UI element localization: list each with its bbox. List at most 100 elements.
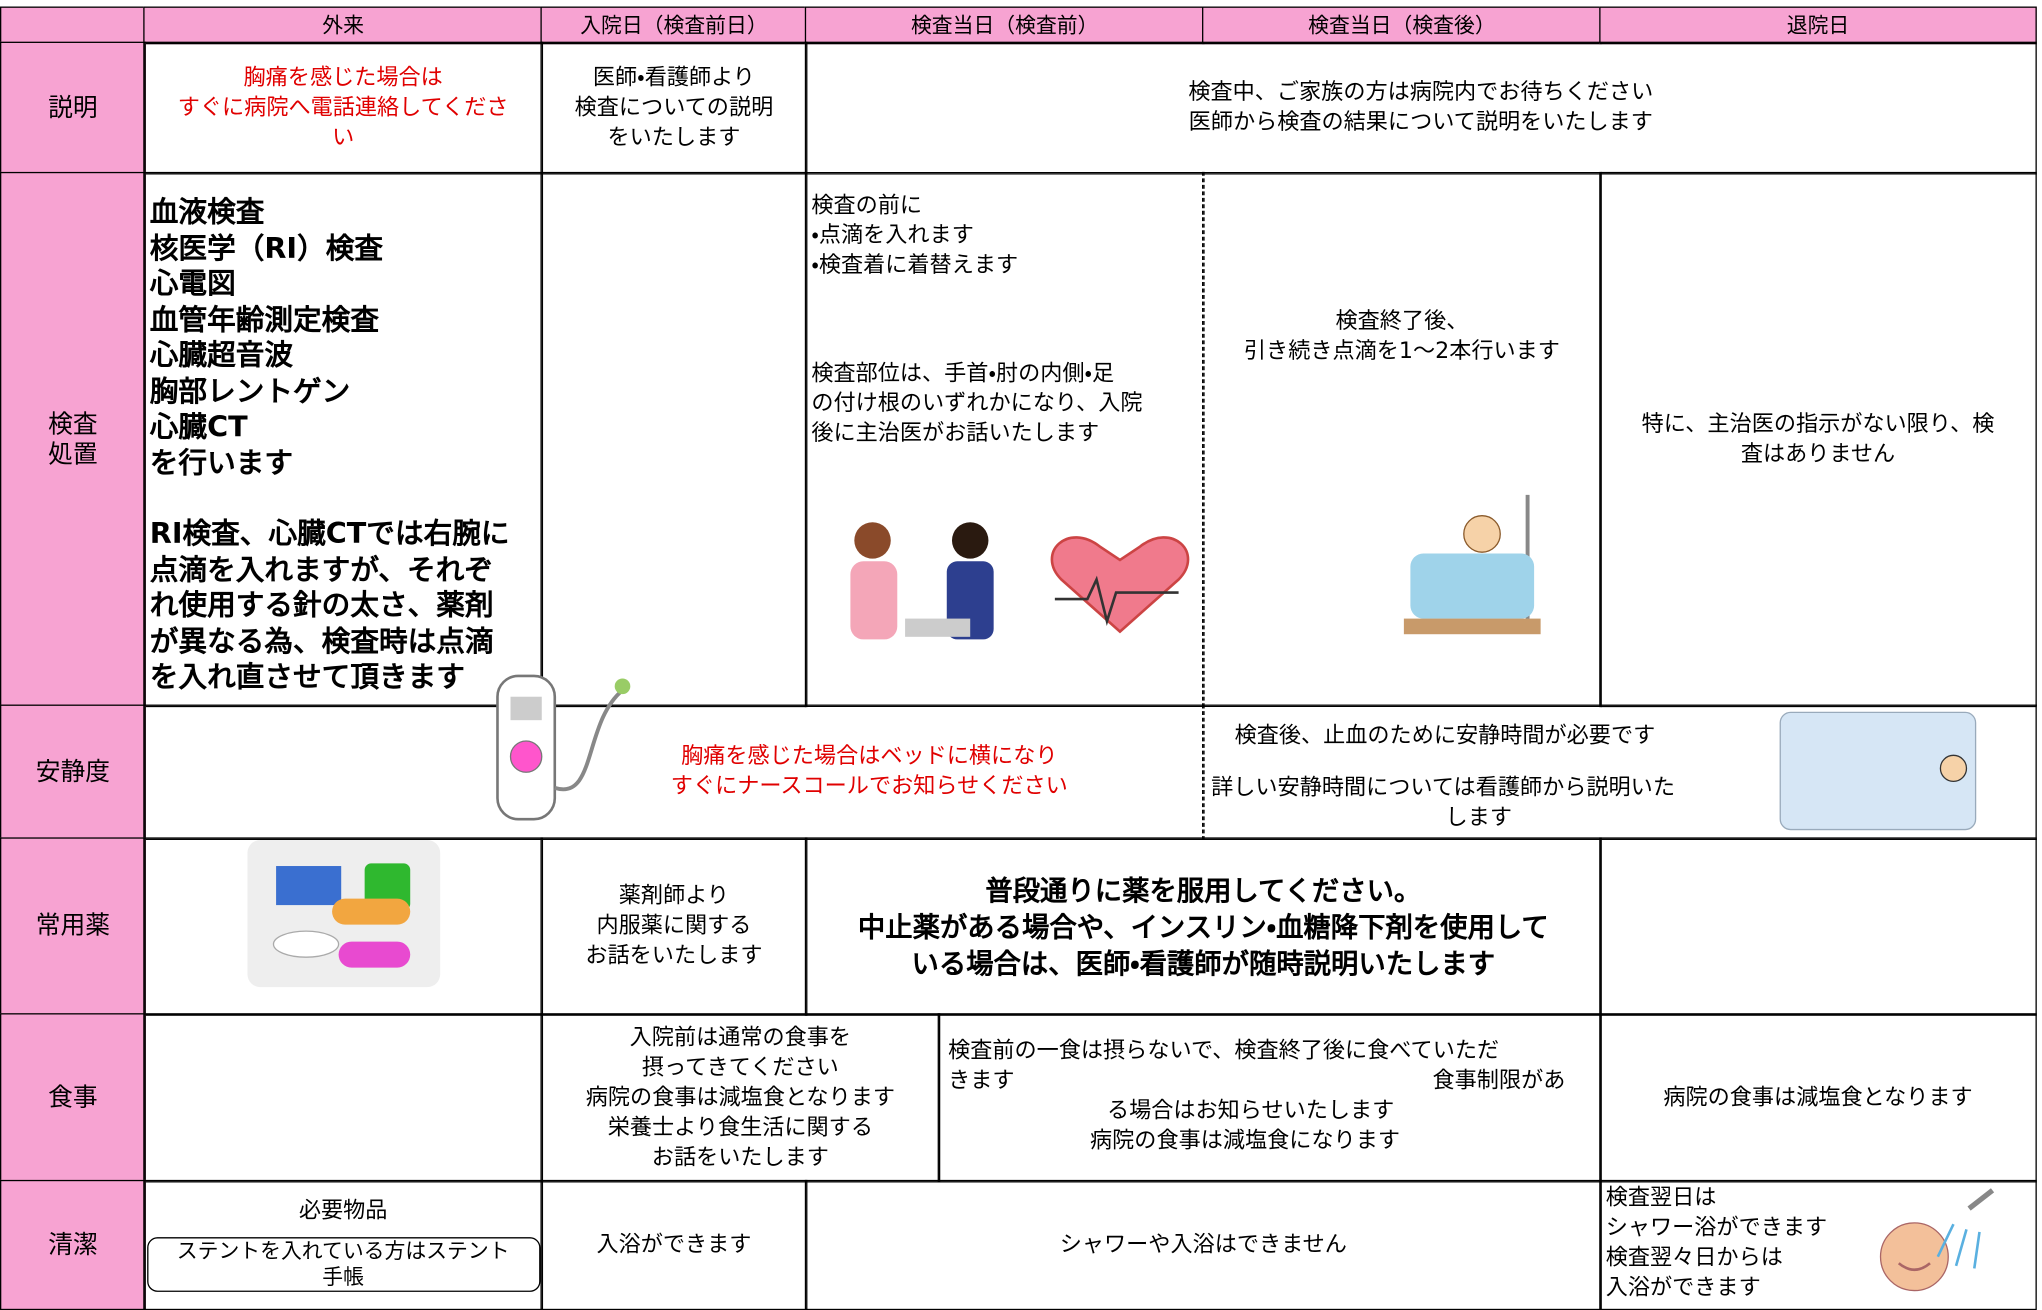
text-line: 必要物品: [298, 1198, 388, 1225]
column-header: 外来: [143, 6, 544, 45]
text-line: ステントを入れている方はステント: [176, 1238, 510, 1264]
text-line: いる場合は、医師・看護師が随時説明いたします: [911, 947, 1496, 979]
label-line: 安静度: [35, 757, 111, 786]
text-line: 入浴ができます: [1605, 1274, 1761, 1301]
text-line: 栄養士より食生活に関する: [607, 1114, 873, 1141]
cell: 必要物品 ステントを入れている方はステント 手帳: [143, 1179, 544, 1310]
row-label: 検査 処置: [0, 171, 146, 708]
text-line: 検査翌日は: [1605, 1185, 1717, 1212]
cell: [143, 1013, 544, 1183]
text-line: 後に主治医がお話いたします: [811, 420, 1100, 447]
cell: 血液検査 核医学（RI）検査 心電図 血管年齢測定検査 心臓超音波 胸部レントゲン 心臓CT…: [143, 171, 544, 708]
text-line: が異なる為、検査時は点滴: [149, 625, 494, 659]
text-line: 検査についての説明: [574, 94, 774, 121]
cell: [1202, 704, 2037, 840]
cell: [143, 837, 544, 1016]
text-line: 特に、主治医の指示がない限り、検: [1641, 410, 1995, 437]
text-line: 入院前は通常の食事を: [629, 1024, 852, 1051]
text-line: 手帳: [322, 1264, 364, 1290]
text-line: きます: [948, 1067, 1015, 1094]
row-label: 安静度: [0, 704, 146, 840]
text-line: 摂ってきてください: [641, 1054, 839, 1081]
column-header: 検査当日（検査前）: [804, 6, 1205, 45]
cell: 入院前は通常の食事を 摂ってきてください病院の食事は減塩食となります 栄養士より食生…: [540, 1013, 941, 1183]
text-line: れ使用する針の太さ、薬剤: [149, 589, 494, 623]
label-line: 説明: [48, 93, 98, 122]
text-line: 検査翌々日からは: [1605, 1244, 1783, 1272]
cell: [540, 171, 808, 708]
text-line: 検査の前に: [811, 192, 923, 219]
text-line: 心臓超音波: [149, 339, 294, 373]
label-line: 清潔: [48, 1230, 98, 1259]
cell: 病院の食事は減塩食となります: [1599, 1013, 2037, 1183]
text-line: 胸部レントゲン: [149, 375, 351, 409]
medicine-illustration: [247, 839, 441, 988]
cell: 入浴ができます: [540, 1179, 808, 1310]
cell: 検査終了後、引き続き点滴を1～2本行います: [1202, 171, 1602, 708]
text-line: る場合はお知らせいたします: [1106, 1097, 1395, 1124]
text-line: 内服薬に関する: [596, 912, 752, 939]
text-line: 査はありません: [1740, 440, 1896, 467]
text-line: 医師から検査の結果について説明をいたします: [1188, 109, 1653, 136]
shower-illustration: [1879, 1188, 1995, 1292]
rest-illustration: [1779, 711, 1977, 831]
cell: 普段通りに薬を服用してください。中止薬がある場合や、インスリン・血糖降下剤を使用…: [804, 837, 1602, 1016]
label-line: 常用薬: [35, 911, 111, 941]
row-label: 常用薬: [0, 837, 146, 1016]
text-line: 血液検査: [149, 196, 265, 230]
column-header: 退院日: [1599, 6, 2037, 45]
text-line: 普段通りに薬を服用してください。: [985, 874, 1422, 906]
column-header: 検査当日（検査後）: [1202, 6, 1602, 45]
text-line: ・検査着に着替えます: [811, 252, 1019, 279]
column-header: 入院日（検査前日）: [540, 6, 808, 45]
cell: 特に、主治医の指示がない限り、検 査はありません: [1599, 171, 2037, 708]
cell: 医師・看護師より 検査についての説明 をいたします: [540, 41, 808, 175]
cell: シャワーや入浴はできません: [804, 1179, 1602, 1310]
text-line: 病院の食事は減塩食になります: [1090, 1127, 1400, 1154]
text-line: 核医学（RI）検査: [149, 232, 384, 266]
text-line: 検査後、止血のために安静時間が必要です: [1234, 722, 1656, 749]
cell: 胸痛を感じた場合は すぐに病院へ電話連絡してください: [143, 41, 544, 175]
text-line: RI検査、心臓CTでは右腕に: [149, 518, 510, 551]
cell: 薬剤師より 内服薬に関する お話をいたします: [540, 837, 808, 1016]
text-line: 中止薬がある場合や、インスリン・血糖降下剤を使用して: [857, 910, 1549, 943]
text-line: をいたします: [607, 124, 741, 151]
row-label: 清潔: [0, 1179, 146, 1310]
text-line: 検査部位は、手首・肘の内側・足: [811, 360, 1115, 387]
text-line: 点滴を入れますが、それぞ: [149, 554, 494, 587]
text-line: 引き続き点滴を1～2本行います: [1243, 338, 1560, 365]
note-box: ステントを入れている方はステント 手帳: [146, 1237, 540, 1292]
label-line: 処置: [48, 439, 98, 469]
text-line: い: [332, 124, 355, 151]
text-line: 詳しい安静時間については看護師から説明いた: [1211, 774, 1675, 801]
text-line: 検査終了後、: [1335, 308, 1469, 335]
text-line: シャワーや入浴はできません: [1059, 1231, 1347, 1258]
text-line: 検査前の一食は摂らないで、検査終了後に食べていただ: [948, 1037, 1500, 1064]
cell: 検査翌日はシャワー浴ができます 検査翌々日からは 入浴ができます: [1599, 1179, 2037, 1310]
corner-cell: [0, 6, 146, 45]
text-line: 病院の食事は減塩食となります: [585, 1084, 896, 1111]
text-line: を行います: [149, 447, 294, 480]
text-line: 血管年齢測定検査: [149, 304, 379, 337]
text-line: 食事制限があ: [1432, 1067, 1566, 1094]
call-device-illustration: [496, 674, 631, 821]
text-line: 心臓CT: [149, 411, 248, 445]
text-line: お話をいたします: [651, 1144, 829, 1171]
bed-illustration: [1403, 494, 1541, 635]
text-line: 胸痛を感じた場合は: [243, 64, 443, 91]
label-line: 検査: [48, 409, 98, 439]
text-line: お話をいたします: [585, 942, 763, 969]
text-line: 検査中、ご家族の方は病院内でお待ちください: [1188, 79, 1654, 106]
text-line: を入れ直させて頂きます: [149, 661, 465, 695]
cell: 胸痛を感じた場合はベッドに横になり すぐにナースコールでお知らせください: [143, 704, 1205, 840]
row-label: 食事: [0, 1013, 146, 1183]
text-line: シャワー浴ができます: [1605, 1215, 1828, 1242]
text-line: します: [1445, 804, 1512, 831]
text-line: すぐにナースコールでお知らせください: [670, 773, 1068, 800]
cell: [1599, 837, 2037, 1016]
text-line: の付け根のいずれかになり、入院: [811, 390, 1143, 417]
row-label: 説明: [0, 41, 146, 175]
label-line: 食事: [48, 1082, 98, 1112]
text-line: 医師・看護師より: [592, 64, 755, 91]
